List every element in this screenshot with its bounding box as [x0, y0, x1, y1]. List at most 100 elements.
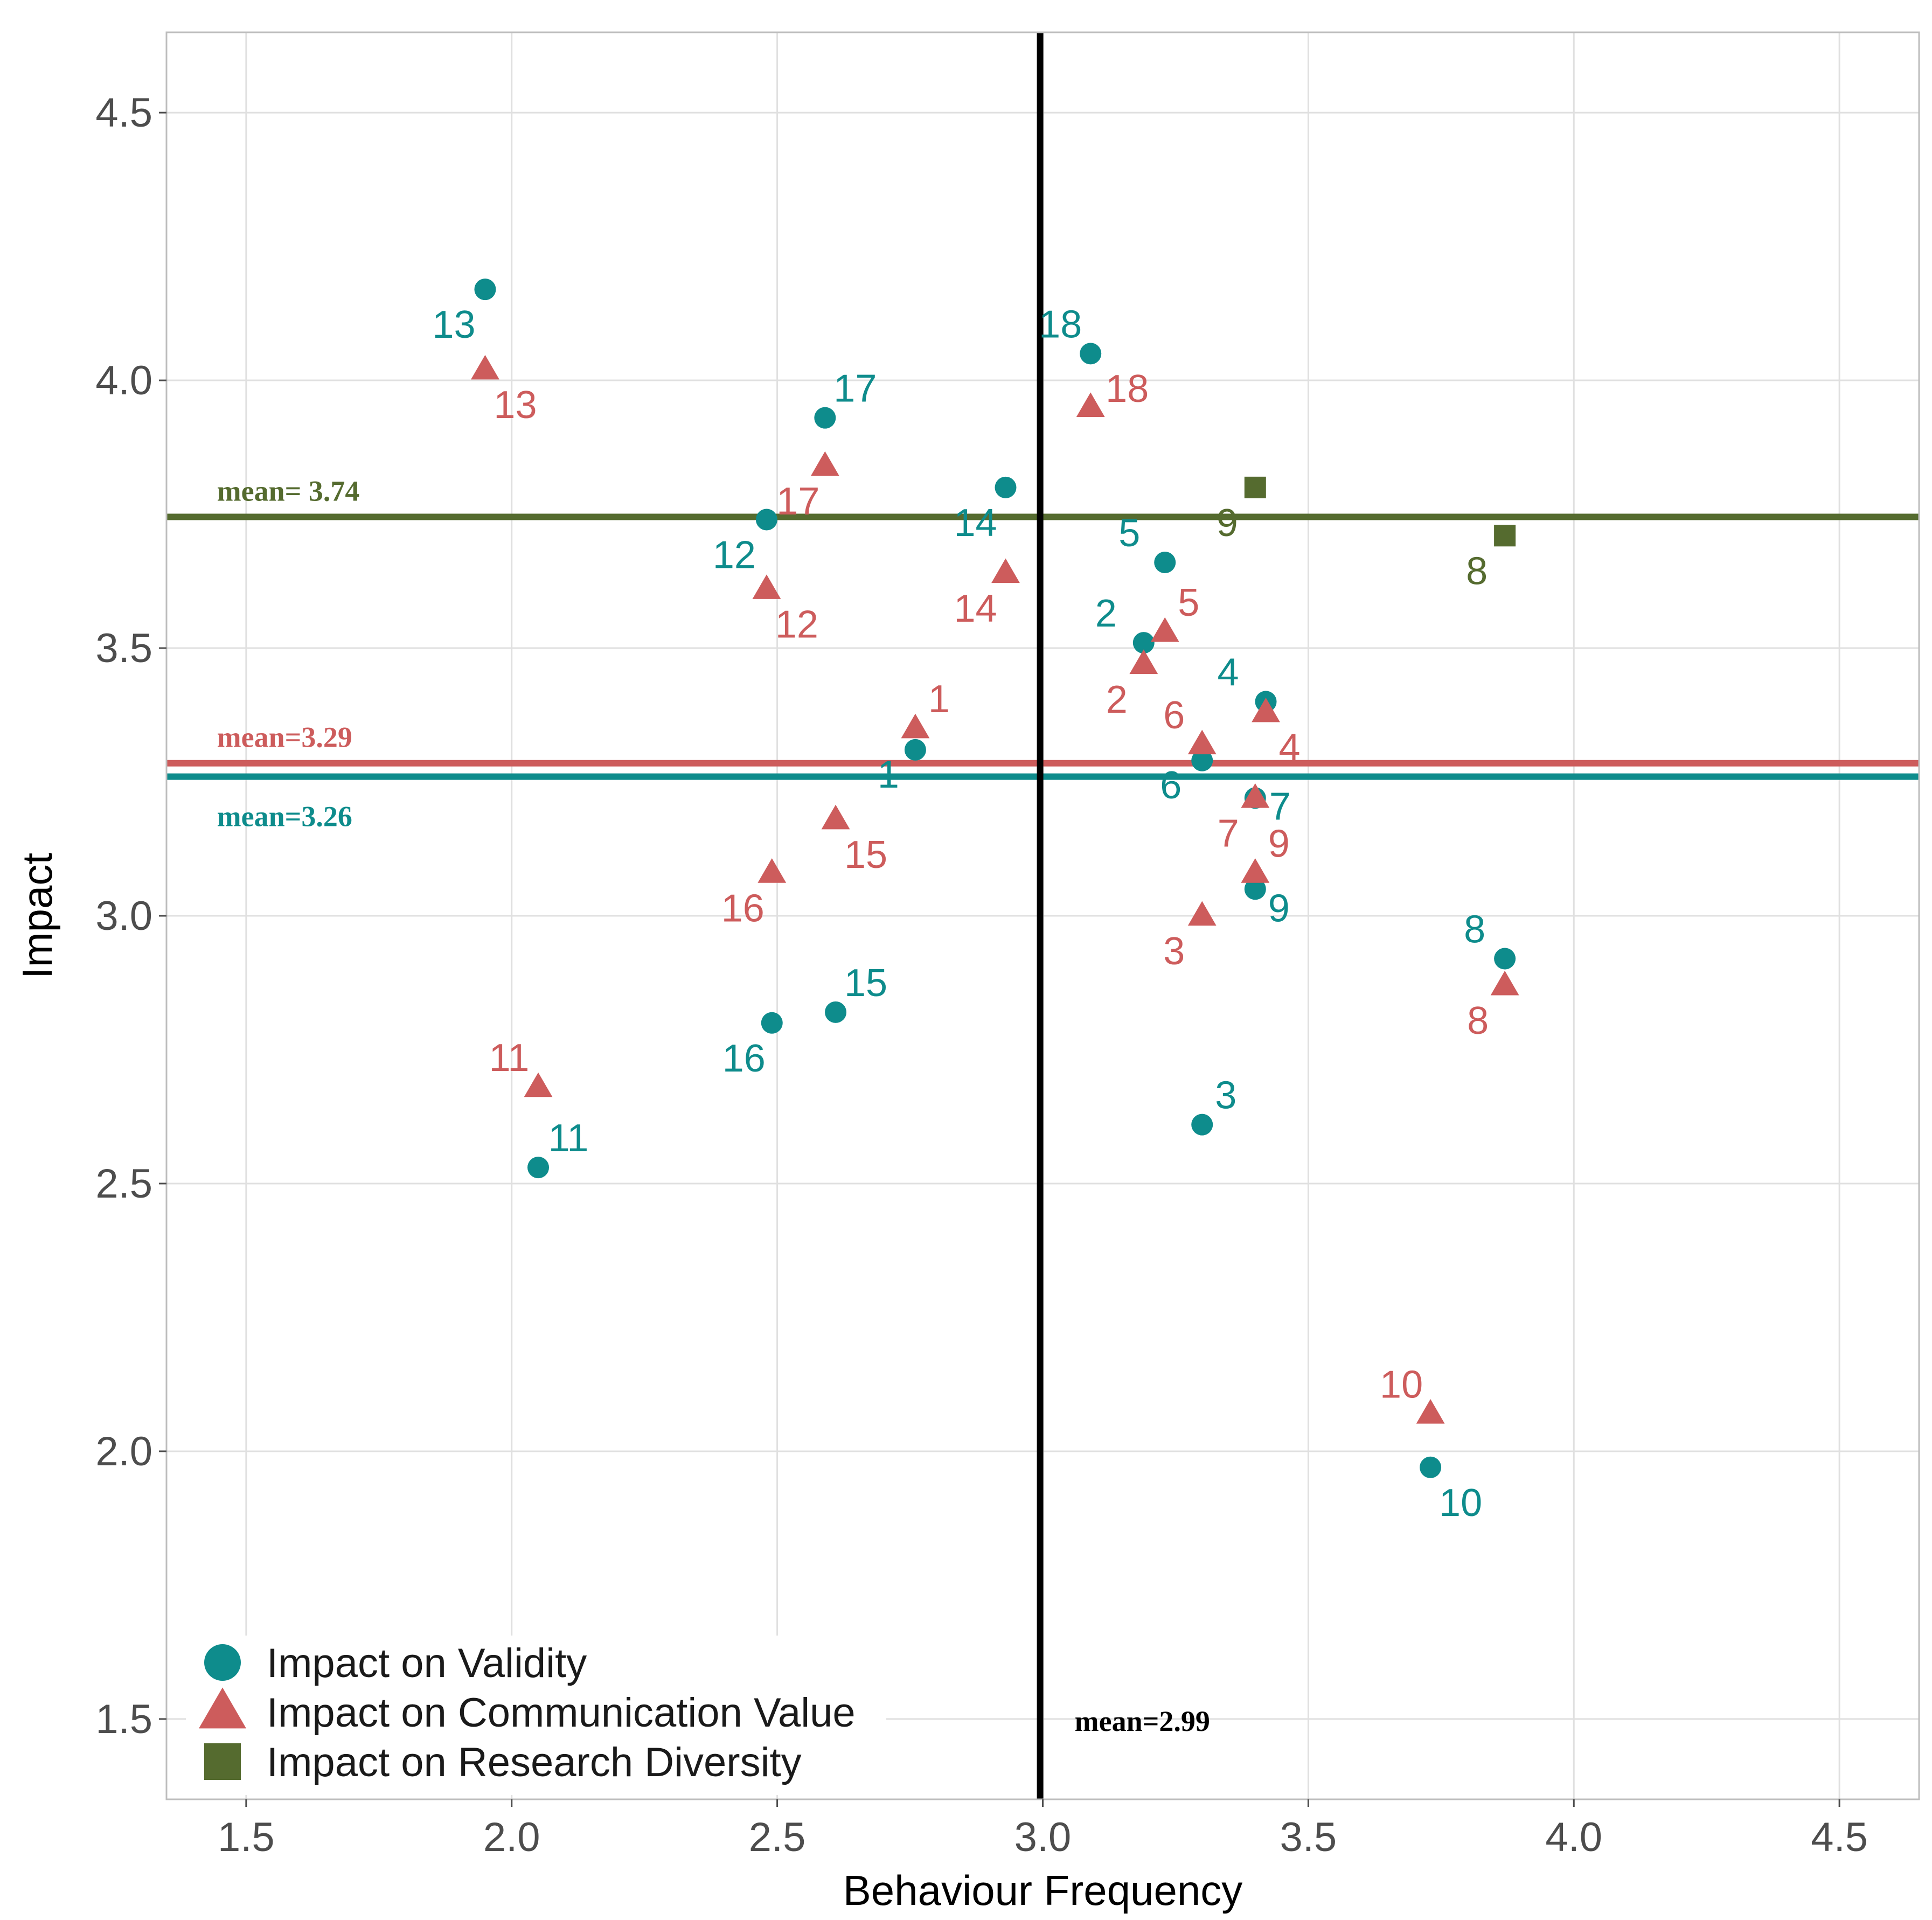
- diversity-point-label-9: 9: [1217, 502, 1238, 545]
- y-tick-label: 3.0: [95, 893, 152, 939]
- validity-point-label-11: 11: [548, 1117, 589, 1160]
- legend-label-communication: Impact on Communication Value: [267, 1690, 856, 1736]
- legend-label-validity: Impact on Validity: [267, 1640, 587, 1686]
- communication-marker-12: [752, 574, 781, 599]
- axes: 1.5 2.0 2.5 3.0 3.5 4.0 4.5 1.5 2.0 2.5 3.0 3.5 4.0 4…: [95, 90, 1868, 1860]
- communication-point-label-9: 9: [1268, 822, 1290, 865]
- legend-background: [186, 1636, 886, 1795]
- x-tick-label: 4.5: [1811, 1814, 1868, 1860]
- communication-marker-15: [821, 804, 850, 830]
- diversity-point-label-8: 8: [1466, 549, 1488, 593]
- communication-point-label-4: 4: [1278, 726, 1300, 769]
- communication-marker-6: [1187, 729, 1217, 755]
- validity-marker-18: [1080, 343, 1102, 365]
- communication-marker-18: [1076, 392, 1105, 417]
- communication-marker-5: [1150, 617, 1179, 642]
- legend-label-diversity: Impact on Research Diversity: [267, 1740, 802, 1785]
- validity-point-label-6: 6: [1160, 764, 1182, 807]
- diversity-marker-9: [1244, 476, 1266, 498]
- communication-point-label-2: 2: [1106, 678, 1128, 721]
- validity-point-label-13: 13: [432, 303, 475, 346]
- communication-marker-1: [901, 713, 930, 739]
- diversity-marker-8: [1494, 525, 1516, 547]
- validity-marker-12: [755, 509, 777, 531]
- validity-marker-1: [904, 739, 926, 761]
- legend-key-diversity: [204, 1743, 241, 1780]
- communication-point-label-13: 13: [494, 384, 537, 427]
- validity-point-label-7: 7: [1269, 785, 1291, 828]
- y-tick-label: 2.5: [95, 1161, 152, 1207]
- communication-point-label-17: 17: [776, 480, 819, 523]
- reference-lines: mean= 3.74 mean=3.29 mean=3.26 mean=2.99: [166, 32, 1919, 1799]
- communication-marker-8: [1490, 970, 1519, 996]
- communication-marker-11: [524, 1072, 553, 1097]
- x-tick-label: 2.0: [483, 1814, 540, 1860]
- legend-key-validity: [204, 1644, 241, 1681]
- x-tick-label: 4.0: [1545, 1814, 1602, 1860]
- communication-point-label-6: 6: [1163, 694, 1185, 737]
- communication-marker-4: [1252, 697, 1280, 722]
- communication-point-label-18: 18: [1106, 367, 1149, 411]
- y-axis-title: Impact: [13, 853, 61, 979]
- communication-point-label-15: 15: [844, 833, 887, 876]
- validity-marker-3: [1191, 1114, 1213, 1136]
- validity-marker-8: [1494, 948, 1516, 970]
- communication-marker-10: [1416, 1399, 1445, 1424]
- validity-marker-16: [761, 1012, 783, 1034]
- communication-marker-9: [1241, 858, 1270, 883]
- y-tick-label: 2.0: [95, 1429, 152, 1474]
- y-tick-label: 4.0: [95, 358, 152, 404]
- communication-point-label-1: 1: [928, 678, 950, 721]
- communication-marker-7: [1241, 783, 1270, 808]
- mean-label-communication: mean=3.29: [217, 721, 352, 754]
- communication-point-label-8: 8: [1467, 999, 1489, 1042]
- x-tick-label: 3.5: [1280, 1814, 1337, 1860]
- validity-point-label-17: 17: [833, 367, 877, 411]
- y-tick-label: 3.5: [95, 625, 152, 671]
- communication-marker-16: [757, 858, 787, 883]
- communication-marker-17: [810, 451, 839, 476]
- communication-marker-14: [991, 558, 1020, 583]
- communication-point-label-11: 11: [489, 1036, 530, 1080]
- data-points: [471, 279, 1519, 1478]
- validity-point-label-14: 14: [954, 502, 997, 545]
- validity-point-label-12: 12: [713, 533, 756, 576]
- x-axis-title: Behaviour Frequency: [843, 1867, 1242, 1914]
- validity-point-label-3: 3: [1215, 1074, 1236, 1117]
- validity-marker-15: [825, 1001, 847, 1023]
- validity-point-label-1: 1: [878, 753, 899, 796]
- mean-label-validity: mean=3.26: [217, 801, 352, 833]
- validity-point-label-18: 18: [1039, 303, 1082, 346]
- mean-label-vertical: mean=2.99: [1075, 1705, 1210, 1737]
- validity-marker-6: [1191, 749, 1213, 771]
- validity-point-label-2: 2: [1095, 592, 1117, 635]
- validity-marker-11: [527, 1157, 550, 1179]
- validity-marker-14: [995, 476, 1017, 498]
- communication-point-label-7: 7: [1218, 812, 1239, 855]
- validity-point-label-16: 16: [722, 1037, 766, 1080]
- communication-point-label-12: 12: [775, 603, 818, 646]
- x-tick-label: 3.0: [1014, 1814, 1072, 1860]
- communication-point-label-14: 14: [954, 587, 997, 630]
- validity-marker-17: [814, 407, 836, 429]
- x-tick-label: 1.5: [218, 1814, 275, 1860]
- validity-marker-5: [1154, 552, 1176, 573]
- communication-marker-3: [1187, 901, 1217, 926]
- communication-marker-13: [471, 354, 499, 380]
- y-tick-label: 4.5: [95, 90, 152, 136]
- mean-label-diversity: mean= 3.74: [217, 475, 360, 507]
- x-tick-label: 2.5: [749, 1814, 806, 1860]
- y-tick-label: 1.5: [95, 1696, 152, 1742]
- validity-point-label-5: 5: [1118, 512, 1140, 555]
- validity-marker-13: [474, 279, 496, 301]
- validity-marker-10: [1420, 1456, 1442, 1478]
- validity-point-label-9: 9: [1268, 887, 1290, 930]
- validity-point-label-8: 8: [1464, 908, 1485, 951]
- validity-point-label-4: 4: [1217, 651, 1239, 694]
- validity-marker-2: [1132, 632, 1155, 654]
- communication-point-label-5: 5: [1178, 581, 1199, 624]
- communication-point-label-10: 10: [1380, 1363, 1423, 1406]
